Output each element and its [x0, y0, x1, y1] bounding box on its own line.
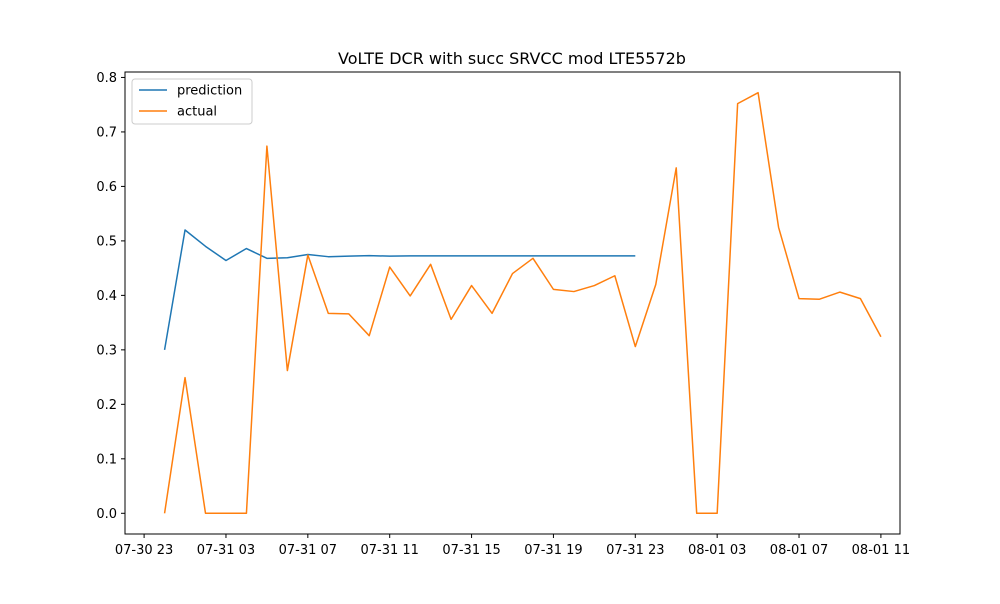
data-point-actual [225, 513, 227, 515]
data-point-actual [819, 298, 821, 300]
y-tick-label: 0.3 [96, 343, 117, 358]
data-point-actual [798, 298, 800, 300]
data-point-actual [696, 513, 698, 515]
data-point-prediction [246, 248, 248, 250]
legend: prediction actual [131, 78, 253, 125]
x-tick-label: 07-31 07 [279, 543, 337, 558]
data-point-actual [655, 284, 657, 286]
data-point-actual [614, 275, 616, 277]
data-point-prediction [205, 246, 207, 248]
data-point-prediction [594, 255, 596, 257]
x-tick-label: 07-31 19 [524, 543, 582, 558]
data-point-actual [635, 346, 637, 348]
x-tick-label: 08-01 07 [770, 543, 828, 558]
data-point-prediction [512, 255, 514, 257]
axes: 0.0 0.1 0.2 0.3 0.4 0.5 0.6 0.7 0.8 07-30 23 07-31… [96, 71, 910, 558]
data-point-actual [164, 513, 166, 515]
data-point-prediction [184, 229, 186, 231]
data-point-actual [860, 298, 862, 300]
y-tick-label: 0.7 [96, 125, 117, 140]
x-tick-label: 08-01 11 [852, 543, 910, 558]
legend-label-prediction: prediction [177, 84, 242, 99]
data-point-prediction [430, 255, 432, 257]
y-tick-label: 0.4 [96, 289, 117, 304]
data-point-prediction [225, 260, 227, 262]
data-point-prediction [450, 255, 452, 257]
y-tick-label: 0.6 [96, 180, 117, 195]
data-point-actual [409, 295, 411, 297]
data-point-prediction [328, 256, 330, 258]
series-line-actual [163, 91, 882, 515]
x-tick-label: 07-31 11 [360, 543, 418, 558]
x-tick-label: 07-30 23 [115, 543, 173, 558]
data-point-prediction [471, 255, 473, 257]
axes-frame [124, 71, 901, 535]
data-point-prediction [389, 255, 391, 257]
data-point-actual [737, 103, 739, 105]
data-point-actual [675, 167, 677, 169]
data-point-prediction [348, 255, 350, 257]
data-point-prediction [368, 255, 370, 257]
legend-label-actual: actual [177, 105, 217, 120]
data-point-actual [266, 145, 268, 147]
data-point-prediction [164, 349, 166, 351]
data-point-actual [368, 335, 370, 337]
data-point-actual [184, 377, 186, 379]
data-point-actual [512, 273, 514, 275]
data-point-prediction [266, 258, 268, 260]
data-point-actual [430, 264, 432, 266]
data-point-actual [450, 319, 452, 321]
chart-title: VoLTE DCR with succ SRVCC mod LTE5572b [338, 49, 686, 68]
data-point-prediction [573, 255, 575, 257]
y-tick-label: 0.8 [96, 71, 117, 86]
data-point-actual [246, 513, 248, 515]
data-point-actual [348, 313, 350, 315]
x-tick-label: 07-31 03 [197, 543, 255, 558]
data-point-prediction [553, 255, 555, 257]
data-point-actual [328, 313, 330, 315]
y-tick-label: 0.1 [96, 452, 117, 467]
data-point-prediction [409, 255, 411, 257]
data-point-actual [757, 92, 759, 94]
data-point-actual [307, 254, 309, 256]
data-point-actual [205, 513, 207, 515]
series-line-prediction [163, 229, 636, 350]
data-point-actual [880, 336, 882, 338]
data-point-actual [287, 370, 289, 372]
data-point-actual [532, 258, 534, 260]
data-point-actual [471, 285, 473, 287]
x-tick-label: 08-01 03 [688, 543, 746, 558]
x-tick-label: 07-31 15 [442, 543, 500, 558]
plot-area [163, 91, 882, 515]
data-point-actual [778, 226, 780, 228]
data-point-actual [389, 266, 391, 268]
data-point-actual [839, 291, 841, 293]
data-point-prediction [635, 255, 637, 257]
data-point-actual [573, 291, 575, 293]
y-tick-label: 0.2 [96, 398, 117, 413]
data-point-prediction [491, 255, 493, 257]
data-point-actual [594, 285, 596, 287]
data-point-actual [553, 289, 555, 291]
y-tick-label: 0.5 [96, 234, 117, 249]
data-point-prediction [287, 257, 289, 259]
y-tick-label: 0.0 [96, 507, 117, 522]
data-point-actual [716, 513, 718, 515]
x-tick-label: 07-31 23 [606, 543, 664, 558]
data-point-actual [491, 313, 493, 315]
data-point-prediction [532, 255, 534, 257]
data-point-prediction [614, 255, 616, 257]
